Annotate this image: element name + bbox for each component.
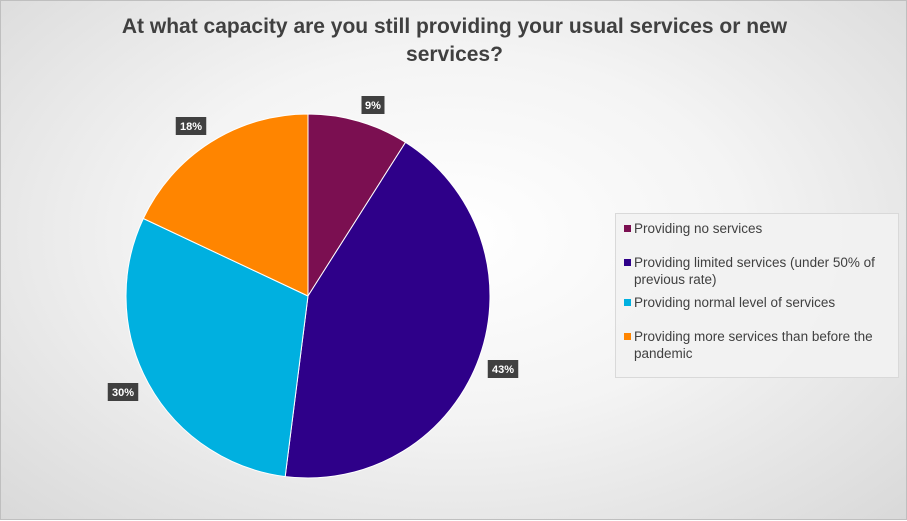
data-label-box: 30% — [107, 383, 139, 401]
legend-item-normal-services: Providing normal level of services — [624, 294, 892, 311]
data-label-box: 18% — [175, 117, 207, 135]
legend-item-no-services: Providing no services — [624, 220, 892, 237]
legend-swatch — [624, 333, 631, 340]
legend: Providing no services Providing limited … — [615, 213, 899, 378]
legend-swatch — [624, 225, 631, 232]
legend-item-more-services: Providing more services than before the … — [624, 328, 892, 362]
data-label: 30% — [112, 387, 134, 399]
legend-label: Providing no services — [634, 221, 763, 236]
slice-more-services — [142, 113, 309, 297]
data-label-box: 9% — [361, 96, 385, 114]
legend-swatch — [624, 299, 631, 306]
chart-title: At what capacity are you still providing… — [121, 15, 788, 66]
data-label: 9% — [365, 100, 381, 112]
data-label: 43% — [492, 364, 514, 376]
slice-limited-services — [284, 141, 491, 479]
slice-no-services — [307, 113, 407, 298]
legend-item-limited-services: Providing limited services (under 50% of… — [624, 254, 892, 288]
legend-swatch — [624, 259, 631, 266]
legend-label: Providing limited services (under 50% of… — [634, 255, 875, 287]
data-label: 18% — [180, 121, 202, 133]
data-label-box: 43% — [487, 360, 519, 378]
legend-label: Providing more services than before the … — [634, 329, 873, 361]
slice-normal-services — [125, 217, 309, 478]
legend-label: Providing normal level of services — [634, 295, 836, 310]
